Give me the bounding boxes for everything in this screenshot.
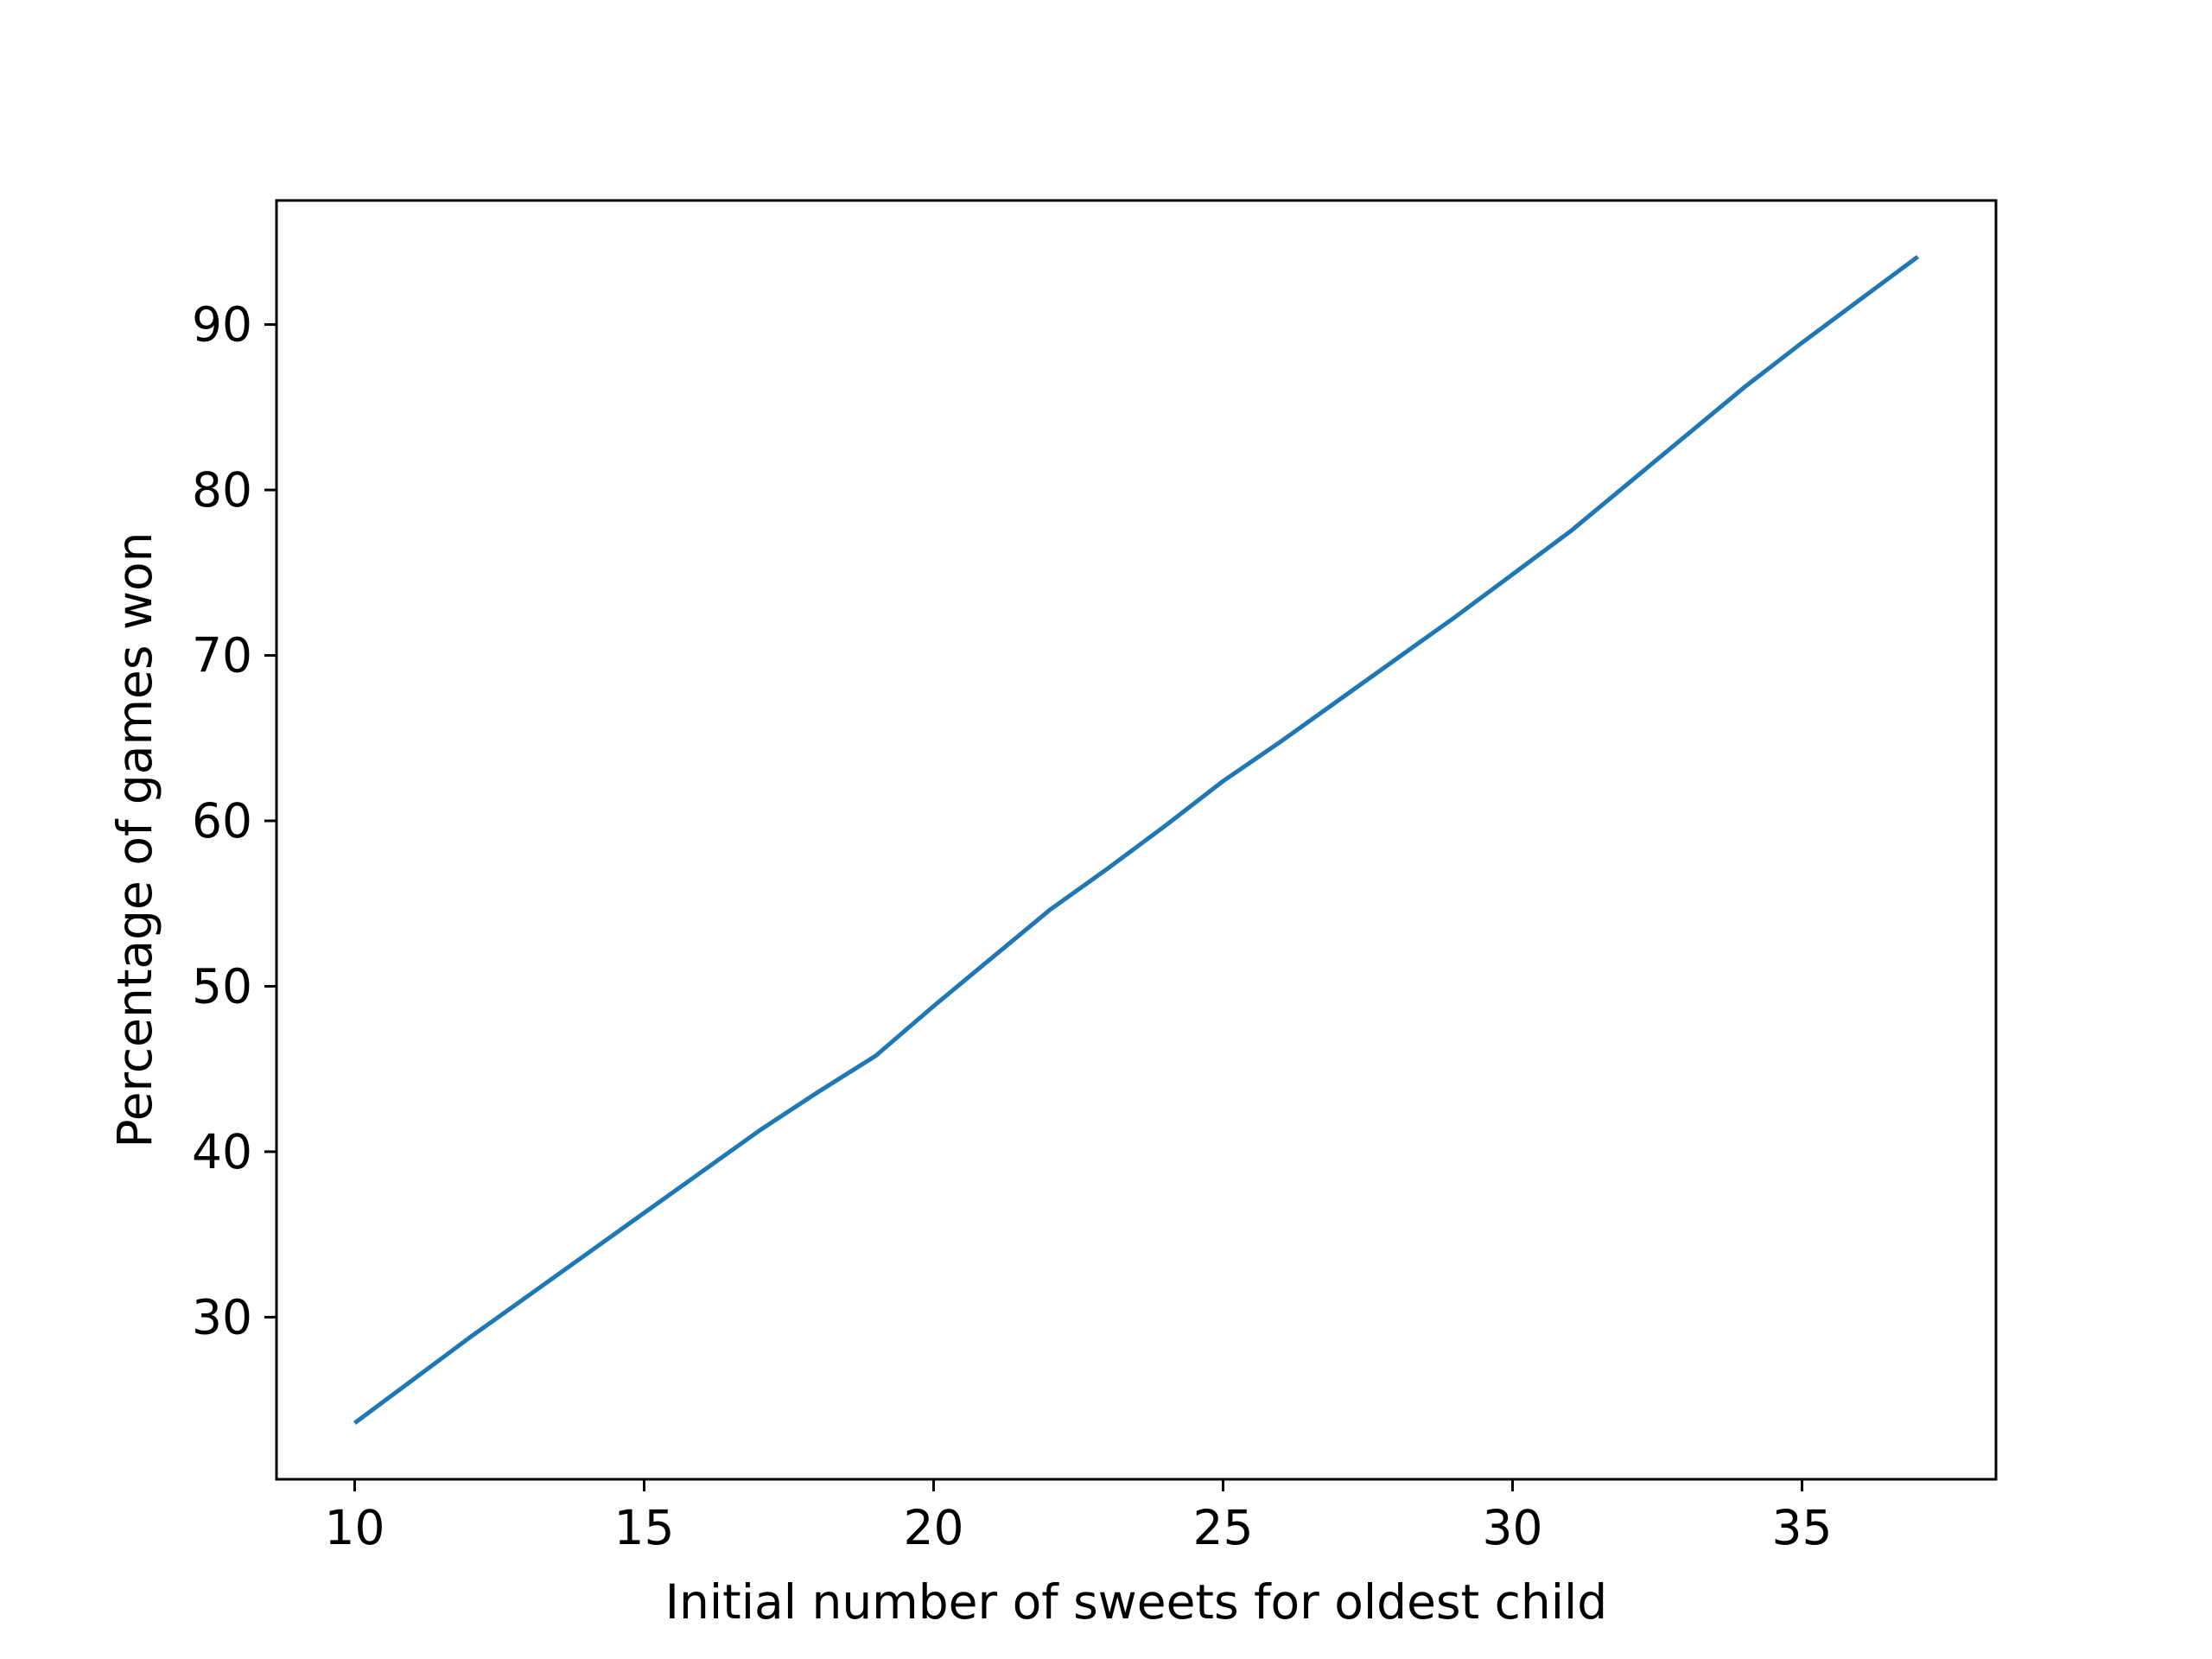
- x-tick-label: 25: [1193, 1500, 1254, 1555]
- series-layer: [353, 255, 1919, 1425]
- y-tick-label: 50: [192, 958, 252, 1014]
- x-tick-label: 35: [1772, 1500, 1833, 1555]
- y-tick-label: 80: [192, 462, 252, 518]
- x-axis-label: Initial number of sweets for oldest chil…: [665, 1574, 1607, 1630]
- y-axis: 30 40 50 60 70 80 90: [192, 297, 276, 1344]
- y-tick-label: 30: [192, 1289, 252, 1344]
- y-axis-label: Percentage of games won: [107, 531, 162, 1147]
- y-tick-label: 90: [192, 297, 252, 353]
- series-line: [353, 255, 1919, 1425]
- x-tick-label: 10: [324, 1500, 385, 1555]
- y-tick-label: 60: [192, 793, 252, 849]
- x-tick-label: 30: [1483, 1500, 1543, 1555]
- x-axis: 10 15 20 25 30 35: [324, 1479, 1833, 1555]
- x-tick-label: 20: [903, 1500, 963, 1555]
- y-tick-label: 70: [192, 628, 252, 683]
- plot-area-frame: [275, 199, 1998, 1481]
- x-tick-label: 15: [613, 1500, 674, 1555]
- y-tick-label: 40: [192, 1124, 252, 1179]
